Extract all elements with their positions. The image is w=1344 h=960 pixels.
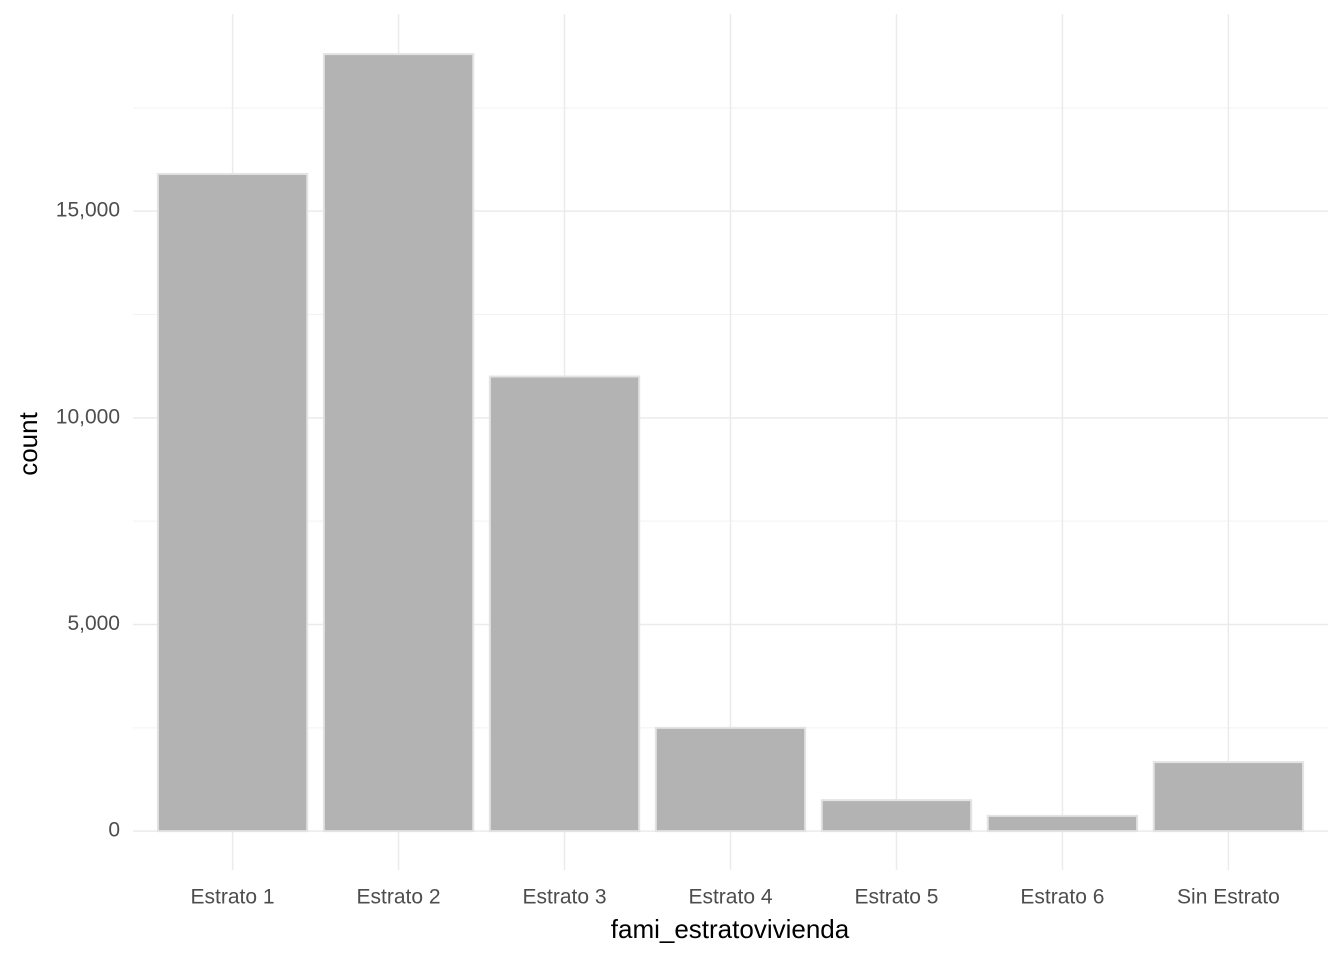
bar <box>322 53 475 833</box>
y-tick-label: 10,000 <box>56 405 120 428</box>
x-tick-label: Estrato 3 <box>523 886 607 909</box>
y-tick-label: 5,000 <box>67 612 120 635</box>
x-axis-title: fami_estratovivienda <box>611 914 850 944</box>
x-tick-label: Estrato 6 <box>1020 886 1104 909</box>
bar <box>654 726 807 833</box>
bar <box>986 814 1139 833</box>
x-tick-label: Estrato 1 <box>191 886 275 909</box>
y-tick-label: 15,000 <box>56 199 120 222</box>
bar <box>1152 761 1305 833</box>
bar <box>820 799 973 833</box>
bar <box>156 172 309 833</box>
x-tick-label: Estrato 2 <box>357 886 441 909</box>
y-axis-title: count <box>13 411 43 475</box>
x-tick-label: Estrato 4 <box>688 886 772 909</box>
x-tick-label: Estrato 5 <box>854 886 938 909</box>
x-tick-label: Sin Estrato <box>1177 886 1280 909</box>
bar <box>488 375 641 833</box>
y-tick-label: 0 <box>108 819 120 842</box>
